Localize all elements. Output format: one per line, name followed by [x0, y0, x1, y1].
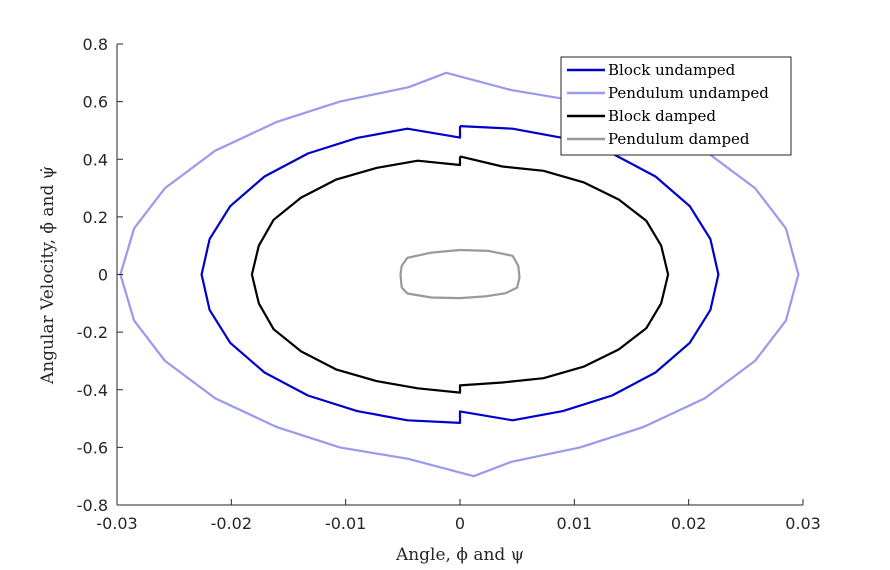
legend-label-block-undamped: Block undamped	[608, 61, 736, 79]
x-tick-label: 0.03	[785, 514, 821, 533]
x-tick-label: 0.02	[671, 514, 707, 533]
legend: Block undamped Pendulum undamped Block dam…	[560, 56, 792, 156]
y-tick-label: -0.4	[77, 381, 108, 400]
y-tick-label: -0.2	[77, 323, 108, 342]
x-tick-label: 0.01	[557, 514, 593, 533]
x-tick-label: -0.01	[325, 514, 366, 533]
y-tick-label: 0.8	[83, 35, 108, 54]
series-line-pendulum-undamped	[119, 71, 800, 478]
series-line-pendulum-damped	[399, 248, 521, 300]
curves-layer	[119, 71, 800, 478]
y-tick-label: 0	[98, 266, 108, 285]
x-tick-label: -0.02	[211, 514, 252, 533]
y-tick-label: 0.6	[83, 93, 108, 112]
legend-label-pendulum-damped: Pendulum damped	[608, 130, 750, 148]
y-tick-label: 0.2	[83, 208, 108, 227]
series-line-block-damped	[250, 155, 670, 394]
y-tick-label: 0.4	[83, 150, 108, 169]
legend-label-pendulum-undamped: Pendulum undamped	[608, 84, 769, 102]
series-line-block-undamped	[200, 125, 720, 424]
x-axis-label: Angle, ϕ and ψ	[395, 545, 524, 565]
y-tick-label: -0.6	[77, 438, 108, 457]
x-tick-label: 0	[455, 514, 465, 533]
ticks-layer: -0.03 -0.02 -0.01 0 0.01 0.02 0.03 -0.8 -0.6 -0.4…	[77, 35, 821, 533]
legend-label-block-damped: Block damped	[608, 107, 716, 125]
x-tick-label: -0.03	[96, 514, 137, 533]
y-axis-label: Angular Velocity, ϕ̇ and ψ̇	[38, 166, 58, 385]
y-tick-label: -0.8	[77, 496, 108, 515]
